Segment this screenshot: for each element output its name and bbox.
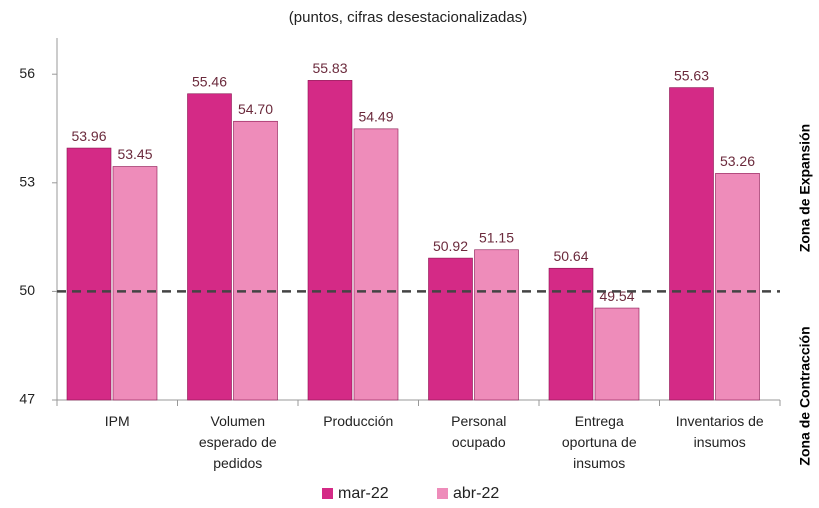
data-label: 50.64 xyxy=(553,248,588,264)
bar xyxy=(187,93,232,401)
y-tick-label: 47 xyxy=(19,391,35,407)
x-tick-label: Personal ocupado xyxy=(451,413,506,450)
y-tick-label: 50 xyxy=(19,282,35,298)
bar xyxy=(353,128,399,401)
x-tick-label: Inventarios de insumos xyxy=(676,413,764,450)
bar xyxy=(307,80,353,401)
data-label: 54.70 xyxy=(238,101,273,117)
data-label: 49.54 xyxy=(599,288,634,304)
data-label: 53.26 xyxy=(720,153,755,169)
legend-label: abr-22 xyxy=(453,485,499,502)
bar xyxy=(428,257,473,401)
bar xyxy=(233,120,278,401)
bar xyxy=(548,267,594,401)
data-label: 50.92 xyxy=(433,238,468,254)
x-tick-label: IPM xyxy=(105,413,130,429)
bar xyxy=(66,147,112,401)
data-label: 53.96 xyxy=(71,128,106,144)
x-tick-label: Producción xyxy=(323,413,393,429)
annotation: Zona de Contracción xyxy=(797,326,813,465)
bar xyxy=(715,173,760,401)
data-label: 53.45 xyxy=(117,146,152,162)
bar xyxy=(669,87,714,401)
x-tick-label: Volumen esperado de pedidos xyxy=(199,413,277,471)
legend-label: mar-22 xyxy=(338,485,389,502)
y-tick-label: 53 xyxy=(19,174,35,190)
legend-swatch xyxy=(437,488,448,499)
legend-swatch xyxy=(322,488,333,499)
data-label: 54.49 xyxy=(358,109,393,125)
annotation: Zona de Expansión xyxy=(797,124,813,252)
data-label: 55.46 xyxy=(192,73,227,89)
y-tick-label: 56 xyxy=(19,65,35,81)
bar xyxy=(594,307,640,401)
data-label: 55.83 xyxy=(312,60,347,76)
x-tick-label: Entrega oportuna de insumos xyxy=(562,413,637,471)
bar xyxy=(112,166,158,401)
data-label: 55.63 xyxy=(674,67,709,83)
bar xyxy=(474,249,519,401)
chart-subtitle: (puntos, cifras desestacionalizadas) xyxy=(289,9,527,26)
data-label: 51.15 xyxy=(479,229,514,245)
